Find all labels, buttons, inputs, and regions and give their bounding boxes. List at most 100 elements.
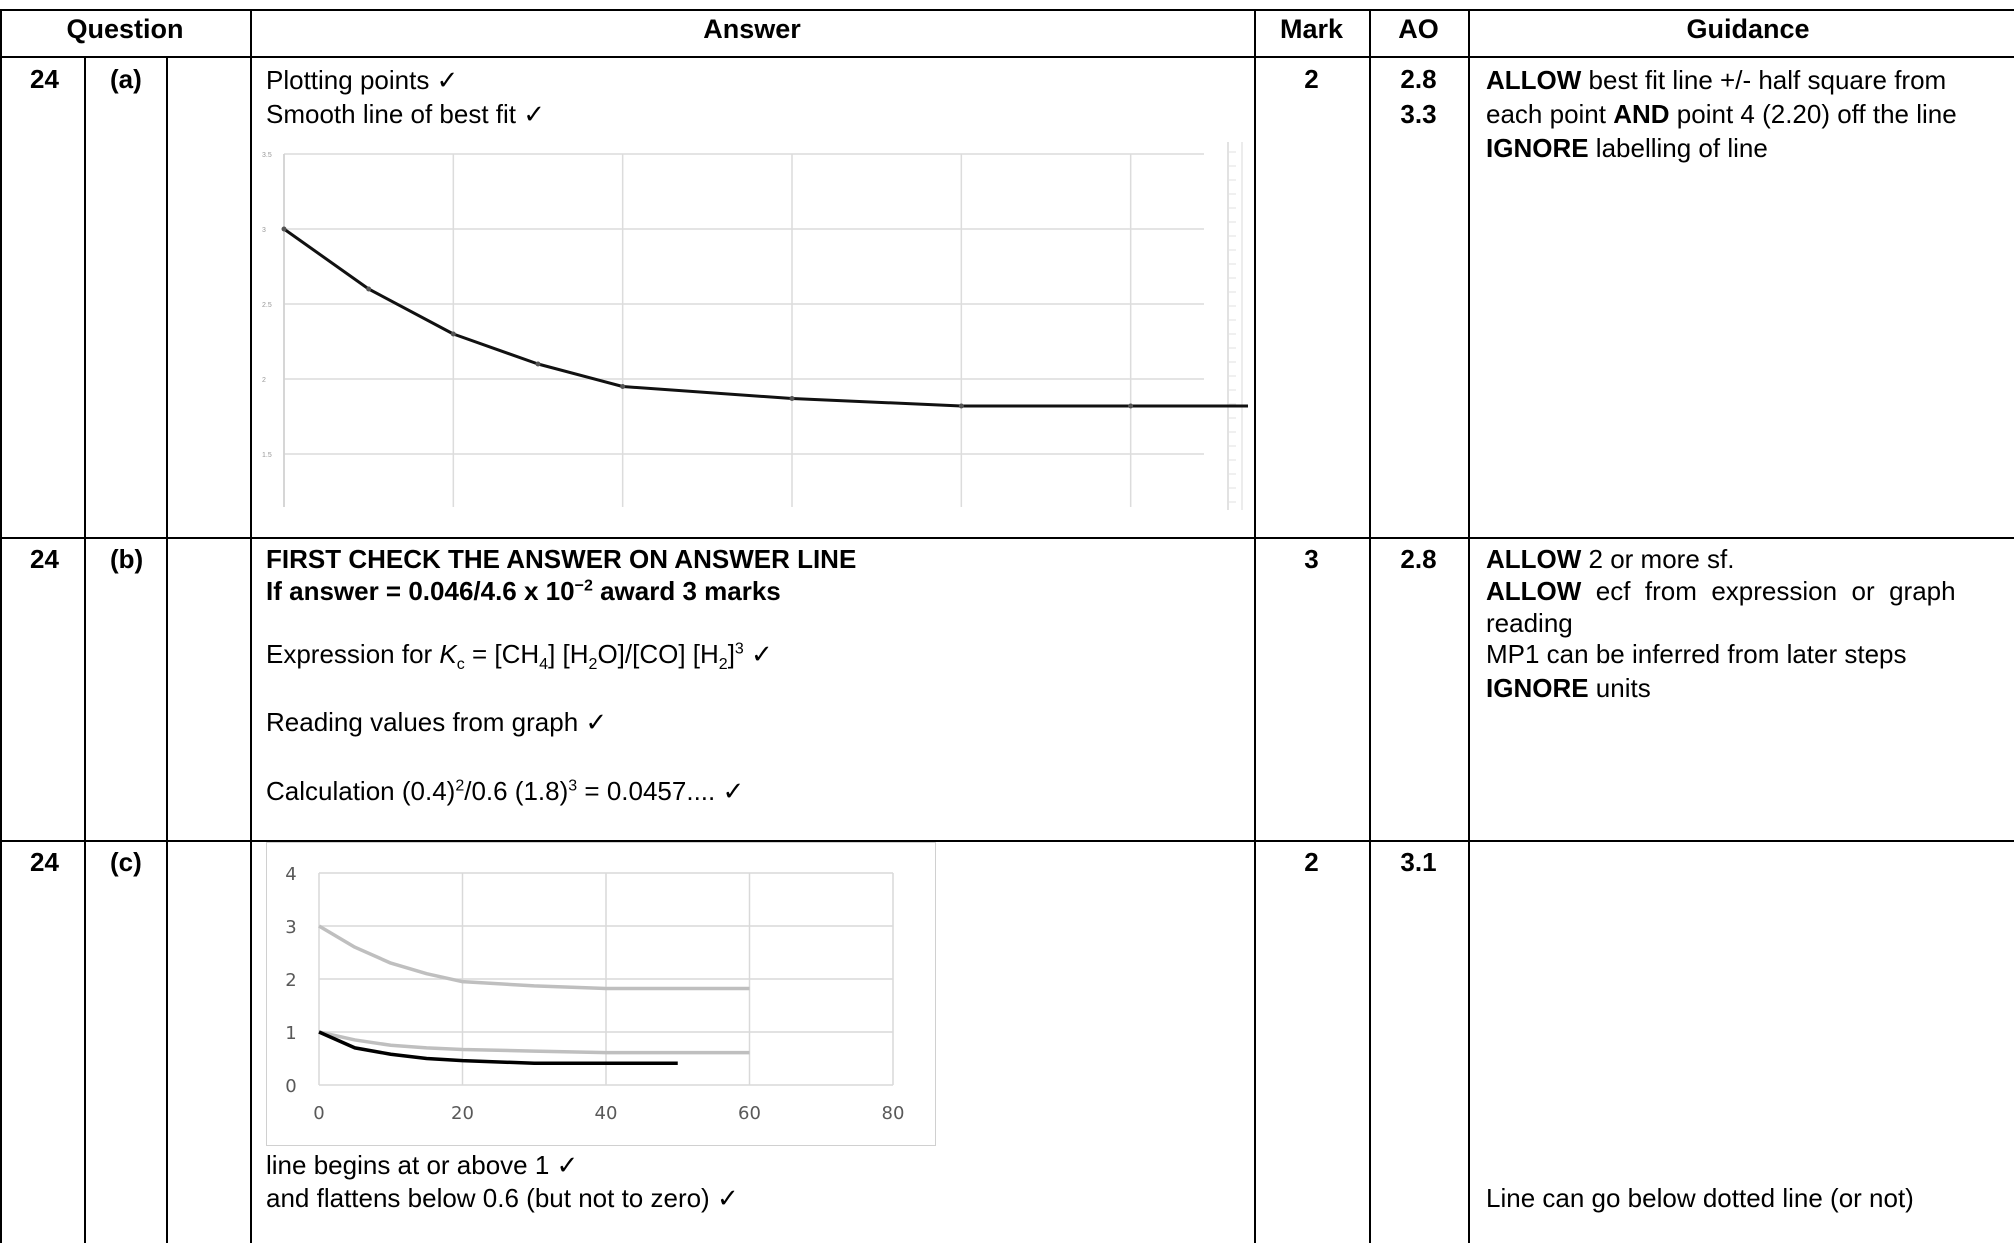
and-keyword: AND bbox=[1613, 99, 1670, 129]
subscript: 2 bbox=[588, 656, 598, 674]
row-a-ao-2: 3.3 bbox=[1400, 99, 1437, 129]
allow-keyword: ALLOW bbox=[1486, 65, 1582, 95]
y-tick-label: 2 bbox=[262, 377, 266, 384]
guidance-text: ecf from expression or graph bbox=[1581, 576, 1956, 606]
row-b-question-number: 24 bbox=[30, 544, 59, 574]
tick-mark: ✓ bbox=[743, 639, 773, 669]
row-a-guidance-line-2: each point AND point 4 (2.20) off the li… bbox=[1486, 97, 1957, 131]
y-tick-label: 1.5 bbox=[262, 452, 272, 459]
y-tick-label: 3 bbox=[262, 227, 266, 234]
ignore-keyword: IGNORE bbox=[1486, 673, 1589, 703]
series-line-1 bbox=[318, 924, 750, 991]
row-b-guidance-line-3: reading bbox=[1486, 608, 1573, 638]
data-point bbox=[1128, 403, 1134, 409]
subscript: 4 bbox=[539, 656, 549, 674]
row-b-award-instruction: If answer = 0.046/4.6 x 10−2 award 3 mar… bbox=[266, 574, 781, 608]
y-tick-label: 1 bbox=[285, 1023, 296, 1044]
row-a-answer-line-2: Smooth line of best fit ✓ bbox=[266, 99, 546, 129]
y-tick-label: 2.5 bbox=[262, 302, 272, 309]
row-a-part: (a) bbox=[110, 64, 142, 94]
calc-text: Calculation (0.4) bbox=[266, 776, 456, 806]
row-c-mark: 2 bbox=[1304, 847, 1319, 877]
data-point bbox=[366, 286, 372, 292]
kc-symbol: K bbox=[439, 639, 457, 669]
expr-text: ] [H bbox=[548, 639, 589, 669]
header-ao: AO bbox=[1398, 14, 1439, 44]
col-divider-q-part bbox=[84, 56, 86, 1243]
row-b-ao: 2.8 bbox=[1400, 544, 1437, 574]
x-tick-label: 60 bbox=[738, 1103, 761, 1124]
row-b-guidance-line-4: MP1 can be inferred from later steps bbox=[1486, 639, 1907, 669]
row-a-answer-line-1: Plotting points ✓ bbox=[266, 65, 459, 95]
row-b-guidance-line-1: ALLOW 2 or more sf. bbox=[1486, 542, 1734, 576]
row-b-calculation: Calculation (0.4)2/0.6 (1.8)3 = 0.0457..… bbox=[266, 774, 744, 808]
row-a-bottom-border bbox=[0, 537, 2014, 539]
table-left-border bbox=[0, 10, 2, 1243]
row-a-graph-svg: 3.5 3 2.5 2 1.5 bbox=[262, 142, 1248, 510]
allow-keyword: ALLOW bbox=[1486, 544, 1582, 574]
superscript: 3 bbox=[734, 640, 744, 658]
data-point bbox=[450, 331, 456, 337]
col-divider-mark bbox=[1254, 10, 1256, 1243]
header-answer: Answer bbox=[703, 14, 801, 44]
y-tick-label: 3 bbox=[285, 917, 296, 938]
row-b-mark: 3 bbox=[1304, 544, 1319, 574]
guidance-text: 2 or more sf. bbox=[1581, 544, 1735, 574]
data-point bbox=[535, 361, 541, 367]
ignore-keyword: IGNORE bbox=[1486, 133, 1589, 163]
guidance-text: units bbox=[1588, 673, 1651, 703]
row-c-answer-line-1: line begins at or above 1 ✓ bbox=[266, 1150, 579, 1180]
guidance-text: labelling of line bbox=[1588, 133, 1768, 163]
row-c-answer-line-2: and flattens below 0.6 (but not to zero)… bbox=[266, 1183, 739, 1213]
data-point bbox=[958, 403, 964, 409]
row-b-part: (b) bbox=[110, 544, 144, 574]
answer-value: If answer = 0.046/4.6 x 10 bbox=[266, 576, 575, 606]
y-tick-label: 0 bbox=[285, 1076, 296, 1097]
expr-text: = [CH bbox=[464, 639, 540, 669]
y-tick-label: 3.5 bbox=[262, 152, 272, 159]
row-a-question-number: 24 bbox=[30, 64, 59, 94]
col-divider-part-sub bbox=[166, 56, 168, 1243]
row-b-guidance-line-5: IGNORE units bbox=[1486, 671, 1651, 705]
header-question: Question bbox=[66, 14, 184, 44]
row-c-guidance: Line can go below dotted line (or not) bbox=[1486, 1183, 1914, 1213]
row-a-mark: 2 bbox=[1304, 64, 1319, 94]
data-point bbox=[789, 396, 795, 401]
calc-text: = 0.0457.... ✓ bbox=[577, 776, 745, 806]
row-a-graph: 3.5 3 2.5 2 1.5 bbox=[256, 142, 1248, 510]
col-divider-answer bbox=[250, 10, 252, 1243]
award-text: award 3 marks bbox=[592, 576, 781, 606]
superscript: 3 bbox=[568, 777, 578, 795]
row-c-ao: 3.1 bbox=[1400, 847, 1437, 877]
expr-text: O]/[CO] [H bbox=[597, 639, 719, 669]
row-a-guidance-line-1: ALLOW best fit line +/- half square from bbox=[1486, 63, 1946, 97]
x-tick-label: 40 bbox=[595, 1103, 618, 1124]
allow-keyword: ALLOW bbox=[1486, 576, 1582, 606]
row-a-guidance-line-3: IGNORE labelling of line bbox=[1486, 131, 1768, 165]
series-line-2 bbox=[318, 1030, 750, 1055]
row-c-graph: 0 1 2 3 4 0 20 40 60 80 bbox=[266, 842, 936, 1146]
header-mark: Mark bbox=[1279, 14, 1344, 44]
row-c-question-number: 24 bbox=[30, 847, 59, 877]
calc-text: /0.6 (1.8) bbox=[464, 776, 569, 806]
header-bottom-border bbox=[0, 56, 2014, 58]
y-tick-label: 2 bbox=[285, 970, 296, 991]
row-b-expression: Expression for Kc = [CH4] [H2O]/[CO] [H2… bbox=[266, 637, 773, 674]
table-top-border bbox=[0, 9, 2014, 11]
superscript: 2 bbox=[455, 777, 465, 795]
row-b-check-instruction: FIRST CHECK THE ANSWER ON ANSWER LINE bbox=[266, 544, 857, 574]
exponent: −2 bbox=[574, 577, 593, 595]
guidance-text: best fit line +/- half square from bbox=[1581, 65, 1947, 95]
col-divider-guidance bbox=[1468, 10, 1470, 1243]
y-tick-label: 4 bbox=[285, 864, 296, 885]
kc-subscript: c bbox=[456, 656, 465, 674]
series-line-3 bbox=[318, 1030, 678, 1066]
row-c-part: (c) bbox=[110, 847, 142, 877]
guidance-text: each point bbox=[1486, 99, 1614, 129]
data-point bbox=[620, 384, 626, 389]
data-point bbox=[281, 226, 287, 232]
row-b-bottom-border bbox=[0, 840, 2014, 842]
row-b-reading: Reading values from graph ✓ bbox=[266, 707, 608, 737]
